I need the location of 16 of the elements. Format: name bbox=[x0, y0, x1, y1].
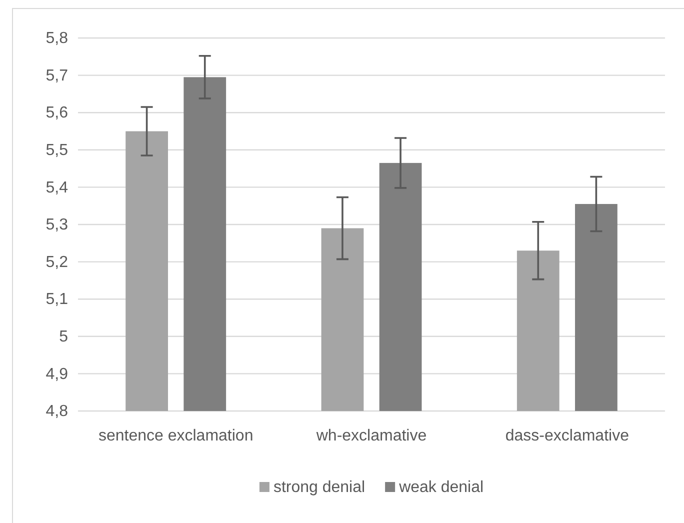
legend-label: strong denial bbox=[273, 479, 366, 496]
legend-label: weak denial bbox=[398, 479, 484, 496]
y-tick-label: 5 bbox=[59, 328, 68, 346]
y-tick-label: 4,8 bbox=[46, 403, 68, 420]
x-tick-label: wh-exclamative bbox=[315, 427, 427, 444]
y-tick-label: 5,2 bbox=[46, 254, 68, 271]
x-tick-label: sentence exclamation bbox=[98, 427, 254, 444]
y-tick-label: 5,8 bbox=[46, 30, 68, 48]
x-tick-label: dass-exclamative bbox=[505, 427, 630, 444]
y-tick-label: 5,5 bbox=[46, 142, 68, 160]
y-tick-label: 4,9 bbox=[46, 366, 68, 383]
y-tick-label: 5,6 bbox=[46, 104, 68, 122]
y-tick-label: 5,7 bbox=[46, 67, 68, 84]
y-tick-label: 5,4 bbox=[46, 179, 68, 196]
y-tick-label: 5,3 bbox=[46, 216, 68, 234]
y-tick-label: 5,1 bbox=[46, 291, 68, 308]
